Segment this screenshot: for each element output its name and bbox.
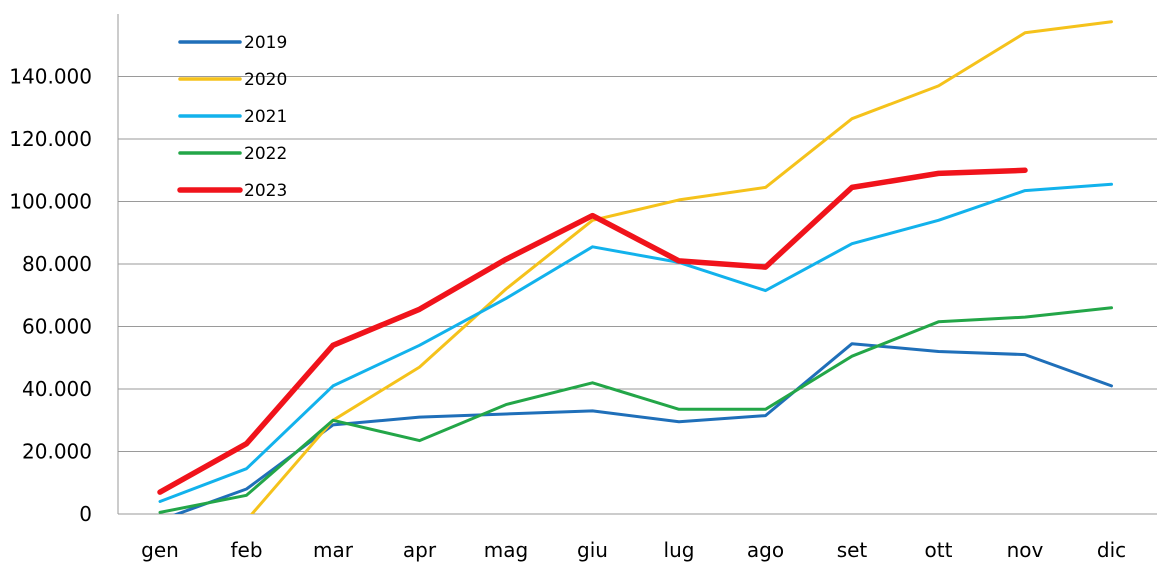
x-tick-label: giu bbox=[577, 538, 608, 562]
series-line-2023 bbox=[157, 167, 1028, 495]
axes bbox=[117, 14, 1157, 515]
x-tick-label: set bbox=[837, 538, 868, 562]
legend-label-2023: 2023 bbox=[244, 181, 287, 201]
x-tick-label: apr bbox=[403, 538, 437, 562]
legend: 2019 2020 2021 2022 2023 bbox=[177, 33, 287, 201]
x-tick-label: dic bbox=[1097, 538, 1126, 562]
legend-label-2021: 2021 bbox=[244, 107, 287, 127]
y-tick-label: 40.000 bbox=[22, 377, 92, 401]
series-lines bbox=[157, 20, 1113, 514]
x-tick-label: feb bbox=[230, 538, 262, 562]
x-tick-label: mag bbox=[484, 538, 528, 562]
legend-label-2020: 2020 bbox=[244, 70, 287, 90]
y-tick-label: 80.000 bbox=[22, 252, 92, 276]
legend-label-2022: 2022 bbox=[244, 144, 287, 164]
y-tick-labels: 0 20.000 40.000 60.000 80.000 100.000 120.000 1… bbox=[9, 65, 92, 527]
y-tick-label: 120.000 bbox=[9, 127, 92, 151]
y-tick-label: 140.000 bbox=[9, 65, 92, 89]
series-line-2021 bbox=[158, 182, 1113, 503]
x-tick-labels: gen feb mar apr mag giu lug ago set ott nov dic bbox=[141, 538, 1126, 562]
x-tick-label: ago bbox=[747, 538, 784, 562]
x-tick-label: lug bbox=[664, 538, 695, 562]
series-line-2019 bbox=[173, 342, 1113, 514]
y-tick-label: 60.000 bbox=[22, 315, 92, 339]
y-tick-label: 20.000 bbox=[22, 440, 92, 464]
x-tick-label: gen bbox=[141, 538, 179, 562]
y-tick-label: 0 bbox=[79, 502, 92, 526]
series-line-2022 bbox=[158, 306, 1113, 514]
y-tick-label: 100.000 bbox=[9, 190, 92, 214]
x-tick-label: mar bbox=[313, 538, 354, 562]
legend-label-2019: 2019 bbox=[244, 33, 287, 53]
x-tick-label: ott bbox=[925, 538, 953, 562]
x-tick-label: nov bbox=[1007, 538, 1044, 562]
series-line-2020 bbox=[249, 20, 1113, 514]
